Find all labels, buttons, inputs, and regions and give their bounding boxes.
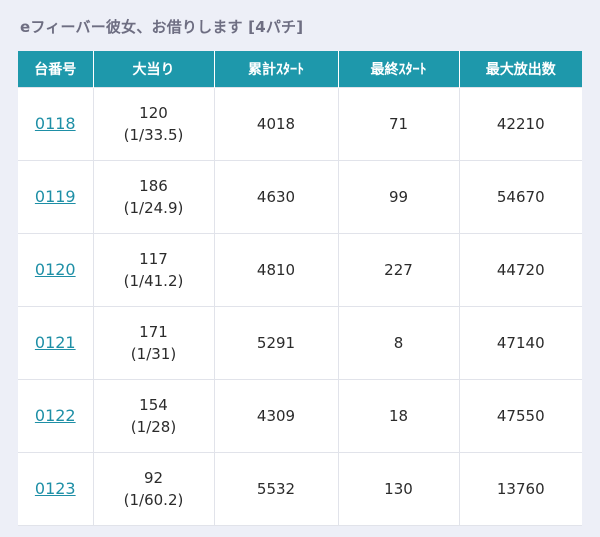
table-row: 0122 154 (1/28) 4309 18 47550 — [18, 379, 582, 453]
max-output-cell: 44720 — [458, 233, 582, 307]
header-machine-number: 台番号 — [18, 51, 94, 88]
machine-number-link[interactable]: 0120 — [34, 260, 76, 279]
hit-count: 154 — [139, 396, 168, 414]
machine-data-table-container: 台番号 大当り 累計ｽﾀｰﾄ 最終ｽﾀｰﾄ 最大放出数 0118 120 (1/3… — [18, 51, 582, 526]
hit-count: 117 — [139, 250, 168, 268]
machine-number-link[interactable]: 0122 — [34, 406, 76, 425]
header-big-hits: 大当り — [92, 51, 215, 88]
table-row: 0123 92 (1/60.2) 5532 130 13760 — [18, 452, 582, 526]
hit-count: 120 — [139, 104, 168, 122]
max-output-cell: 47550 — [458, 379, 582, 453]
machine-number-cell: 0118 — [18, 87, 94, 161]
total-start-cell: 5532 — [213, 452, 339, 526]
big-hits-cell: 154 (1/28) — [92, 379, 215, 453]
machine-number-link[interactable]: 0121 — [34, 333, 76, 352]
machine-number-cell: 0123 — [18, 452, 94, 526]
last-start-cell: 130 — [337, 452, 460, 526]
last-start-cell: 99 — [337, 160, 460, 234]
hit-ratio: (1/31) — [130, 345, 177, 363]
table-row: 0120 117 (1/41.2) 4810 227 44720 — [18, 233, 582, 307]
hit-count: 171 — [139, 323, 168, 341]
header-max-output: 最大放出数 — [458, 51, 582, 88]
total-start-cell: 4309 — [213, 379, 339, 453]
header-total-start: 累計ｽﾀｰﾄ — [213, 51, 339, 88]
last-start-cell: 227 — [337, 233, 460, 307]
machine-number-link[interactable]: 0119 — [34, 187, 76, 206]
page-title: eフィーバー彼女、お借りします [4パチ] — [20, 18, 304, 36]
big-hits-cell: 92 (1/60.2) — [92, 452, 215, 526]
big-hits-cell: 117 (1/41.2) — [92, 233, 215, 307]
table-header-row: 台番号 大当り 累計ｽﾀｰﾄ 最終ｽﾀｰﾄ 最大放出数 — [18, 51, 582, 88]
total-start-cell: 4630 — [213, 160, 339, 234]
hit-ratio: (1/24.9) — [123, 199, 184, 217]
machine-data-table: 台番号 大当り 累計ｽﾀｰﾄ 最終ｽﾀｰﾄ 最大放出数 0118 120 (1/3… — [18, 51, 582, 526]
total-start-cell: 5291 — [213, 306, 339, 380]
hit-ratio: (1/41.2) — [123, 272, 184, 290]
max-output-cell: 42210 — [458, 87, 582, 161]
hit-count: 186 — [139, 177, 168, 195]
machine-number-cell: 0122 — [18, 379, 94, 453]
machine-number-cell: 0120 — [18, 233, 94, 307]
table-row: 0118 120 (1/33.5) 4018 71 42210 — [18, 87, 582, 161]
hit-ratio: (1/33.5) — [123, 126, 184, 144]
big-hits-cell: 120 (1/33.5) — [92, 87, 215, 161]
table-row: 0121 171 (1/31) 5291 8 47140 — [18, 306, 582, 380]
total-start-cell: 4810 — [213, 233, 339, 307]
machine-number-link[interactable]: 0118 — [34, 114, 76, 133]
machine-number-cell: 0119 — [18, 160, 94, 234]
hit-count: 92 — [143, 469, 164, 487]
last-start-cell: 8 — [337, 306, 460, 380]
hit-ratio: (1/28) — [130, 418, 177, 436]
header-last-start: 最終ｽﾀｰﾄ — [337, 51, 460, 88]
machine-number-link[interactable]: 0123 — [34, 479, 76, 498]
hit-ratio: (1/60.2) — [123, 491, 184, 509]
max-output-cell: 47140 — [458, 306, 582, 380]
table-row: 0119 186 (1/24.9) 4630 99 54670 — [18, 160, 582, 234]
last-start-cell: 71 — [337, 87, 460, 161]
max-output-cell: 54670 — [458, 160, 582, 234]
last-start-cell: 18 — [337, 379, 460, 453]
machine-number-cell: 0121 — [18, 306, 94, 380]
big-hits-cell: 171 (1/31) — [92, 306, 215, 380]
big-hits-cell: 186 (1/24.9) — [92, 160, 215, 234]
max-output-cell: 13760 — [458, 452, 582, 526]
total-start-cell: 4018 — [213, 87, 339, 161]
